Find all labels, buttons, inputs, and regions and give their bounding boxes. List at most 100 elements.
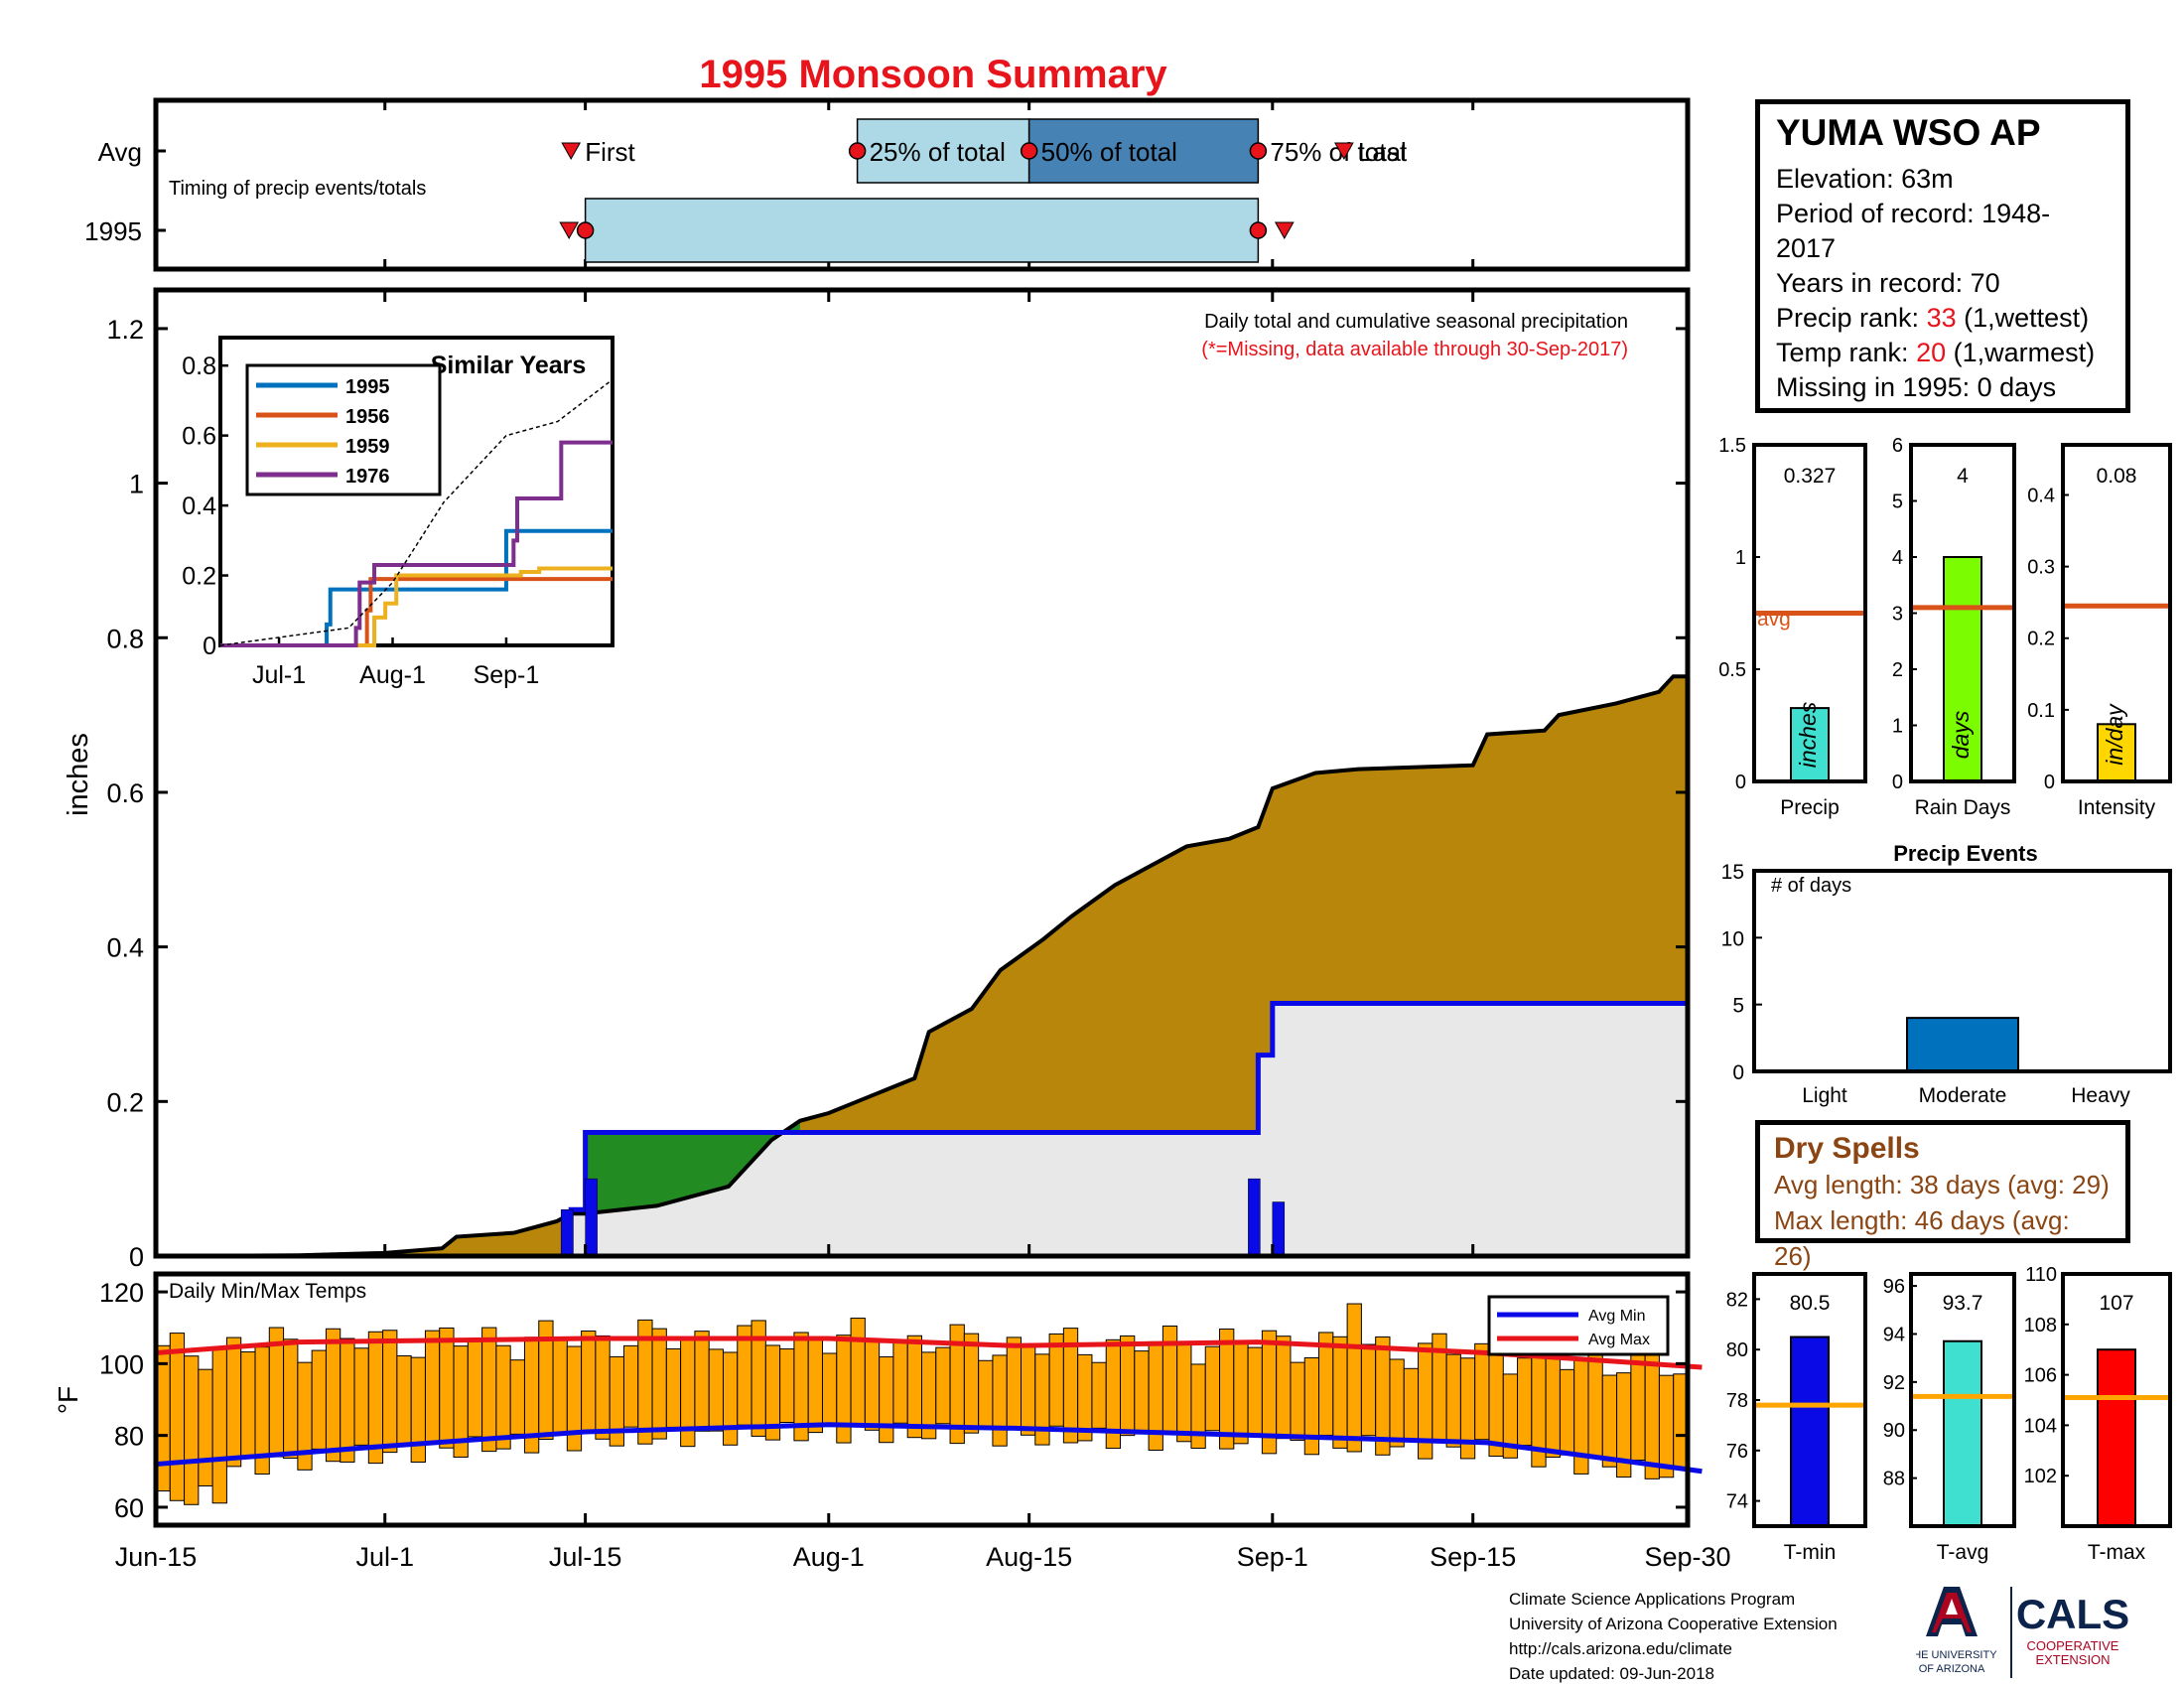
temp-ytick-label: 92 (1883, 1372, 1905, 1394)
temps-label: Daily Min/Max Temps (169, 1280, 366, 1303)
events-ytick-label: 10 (1721, 927, 1744, 950)
temp-ytick-label: 76 (1726, 1441, 1748, 1463)
temp-ytick-label: 82 (1726, 1289, 1748, 1311)
timing-row-label-year: 1995 (84, 216, 142, 246)
main-ytick-label: 0.2 (106, 1087, 144, 1117)
daily-temp-bar (1219, 1328, 1235, 1450)
temp-ytick-label: 94 (1883, 1324, 1905, 1345)
mini-bar (1790, 707, 1830, 783)
temp-ytick-label: 78 (1726, 1390, 1748, 1412)
credit-line: http://cals.arizona.edu/climate (1509, 1639, 1732, 1658)
mini-bar-charts: 0 0.5 1 1.5 0.327 Precip inches 0 1 2 3 4 5 6 4 Rain Da… (1718, 435, 2172, 819)
temp-frame (1909, 1272, 2016, 1528)
daily-temp-bar (779, 1348, 795, 1424)
inset-title: Similar Years (431, 352, 587, 379)
main-ytick-label: 0 (129, 1242, 144, 1272)
events-frame (1752, 869, 2172, 1073)
daily-temp-bar (906, 1335, 922, 1439)
mini-ytick-label: 0.5 (1718, 659, 1746, 681)
temps-legend-label: Avg Max (1588, 1332, 1650, 1348)
daily-precip-bar (560, 1209, 574, 1257)
temp-frame (2061, 1272, 2172, 1528)
year-first-marker (559, 221, 580, 240)
mini-frame (1752, 443, 1867, 783)
avg-last-marker (1334, 142, 1354, 161)
daily-temp-bar (864, 1337, 881, 1431)
credits: Climate Science Applications Program Uni… (1509, 1587, 1838, 1686)
temps-xtick-label: Sep-1 (1237, 1542, 1308, 1572)
daily-temp-bar (1474, 1342, 1490, 1441)
daily-temp-bar (240, 1351, 256, 1457)
mini-ytick-label: 0.4 (2027, 485, 2055, 506)
inset-legend-label: 1976 (345, 466, 390, 488)
main-ytick-label: 1 (129, 470, 144, 499)
mini-ytick-label: 3 (1892, 604, 1903, 626)
daily-temp-bar (1601, 1374, 1618, 1468)
temps-xtick-label: Jul-1 (355, 1542, 414, 1572)
temp-bar (1943, 1339, 1982, 1527)
inset-avg-line (219, 378, 614, 646)
daily-temp-bar (169, 1333, 186, 1501)
temps-ytick-label: 60 (114, 1493, 144, 1523)
daily-temp-bar (1658, 1374, 1675, 1478)
mini-ytick-label: 1.5 (1718, 435, 1746, 457)
temps-xtick-label: Aug-1 (793, 1542, 865, 1572)
surplus-area (585, 1120, 800, 1214)
main-ytick-label: 1.2 (106, 315, 144, 345)
mini-unit-label: in/day (2102, 703, 2127, 766)
temps-xtick-label: Jul-15 (549, 1542, 622, 1572)
year-last-marker (1274, 221, 1295, 240)
station-info-box: YUMA WSO AP Elevation: 63m Period of rec… (1755, 99, 2130, 413)
events-bar (1906, 1017, 2019, 1072)
mini-ytick-label: 5 (1892, 492, 1903, 513)
temp-value-label: 93.7 (1943, 1292, 1983, 1315)
station-elevation: Elevation: 63m (1776, 164, 1954, 194)
daily-temp-bar (1346, 1303, 1362, 1453)
logo-ua-line1: THE UNIVERSITY (1916, 1649, 1997, 1661)
temp-ytick-label: 74 (1726, 1491, 1748, 1513)
temp-xlabel: T-avg (1937, 1541, 1989, 1564)
temp-ytick-label: 110 (2025, 1264, 2057, 1286)
temp-ytick-label: 108 (2024, 1315, 2057, 1336)
dry-spells-box: Dry Spells Avg length: 38 days (avg: 29)… (1755, 1120, 2130, 1271)
mini-ytick-label: 0.2 (2027, 629, 2055, 650)
events-xlabel: Moderate (1919, 1084, 2007, 1107)
university-logo: THE UNIVERSITY OF ARIZONA CALS COOPERATI… (1916, 1587, 2129, 1678)
inset-legend-label: 1956 (345, 406, 390, 428)
events-title: Precip Events (1893, 841, 2038, 866)
daily-temp-bar (325, 1328, 341, 1463)
temps-legend (1487, 1295, 1670, 1356)
daily-temp-bar (1233, 1341, 1249, 1445)
logo-ua-line2: OF ARIZONA (1919, 1663, 1985, 1675)
temps-frame (153, 1271, 1691, 1528)
station-name: YUMA WSO AP (1776, 112, 2041, 153)
daily-temp-bar (1176, 1343, 1192, 1443)
temp-xlabel: T-min (1784, 1541, 1837, 1564)
daily-temp-bar (1091, 1361, 1107, 1429)
avg-first-label: First (585, 137, 635, 167)
temps-xtick-label: Jun-15 (115, 1542, 198, 1572)
arizona-a-icon (1926, 1587, 1978, 1636)
temps-ytick-label: 100 (99, 1349, 144, 1379)
mini-ytick-label: 0.3 (2027, 557, 2055, 579)
daily-temp-bar (1545, 1351, 1561, 1459)
avg-50-marker (1020, 142, 1038, 160)
credit-line: Date updated: 09-Jun-2018 (1509, 1664, 1714, 1683)
daily-temp-bar (283, 1338, 299, 1460)
timing-panel: Avg 1995 Timing of precip events/totals Fir… (84, 97, 1691, 272)
daily-temp-bar (1303, 1356, 1320, 1456)
mini-unit-label: inches (1795, 701, 1821, 768)
year-25-marker (576, 221, 595, 239)
precip-rank-value: 33 (1926, 303, 1957, 333)
mini-value-label: 4 (1957, 465, 1969, 488)
daily-temp-bar (1006, 1336, 1023, 1429)
daily-temp-bar (665, 1347, 682, 1428)
avg-25-label: 25% of total (870, 137, 1006, 167)
station-period: Period of record: 1948-2017 (1776, 199, 2051, 263)
daily-temp-bar (467, 1339, 483, 1438)
mini-ytick-label: 0.1 (2027, 700, 2055, 722)
inset-xtick-label: Aug-1 (359, 661, 426, 689)
main-note-2: (*=Missing, data available through 30-Se… (1201, 339, 1628, 360)
temp-value-label: 80.5 (1790, 1292, 1831, 1315)
daily-temp-bar (595, 1335, 611, 1440)
